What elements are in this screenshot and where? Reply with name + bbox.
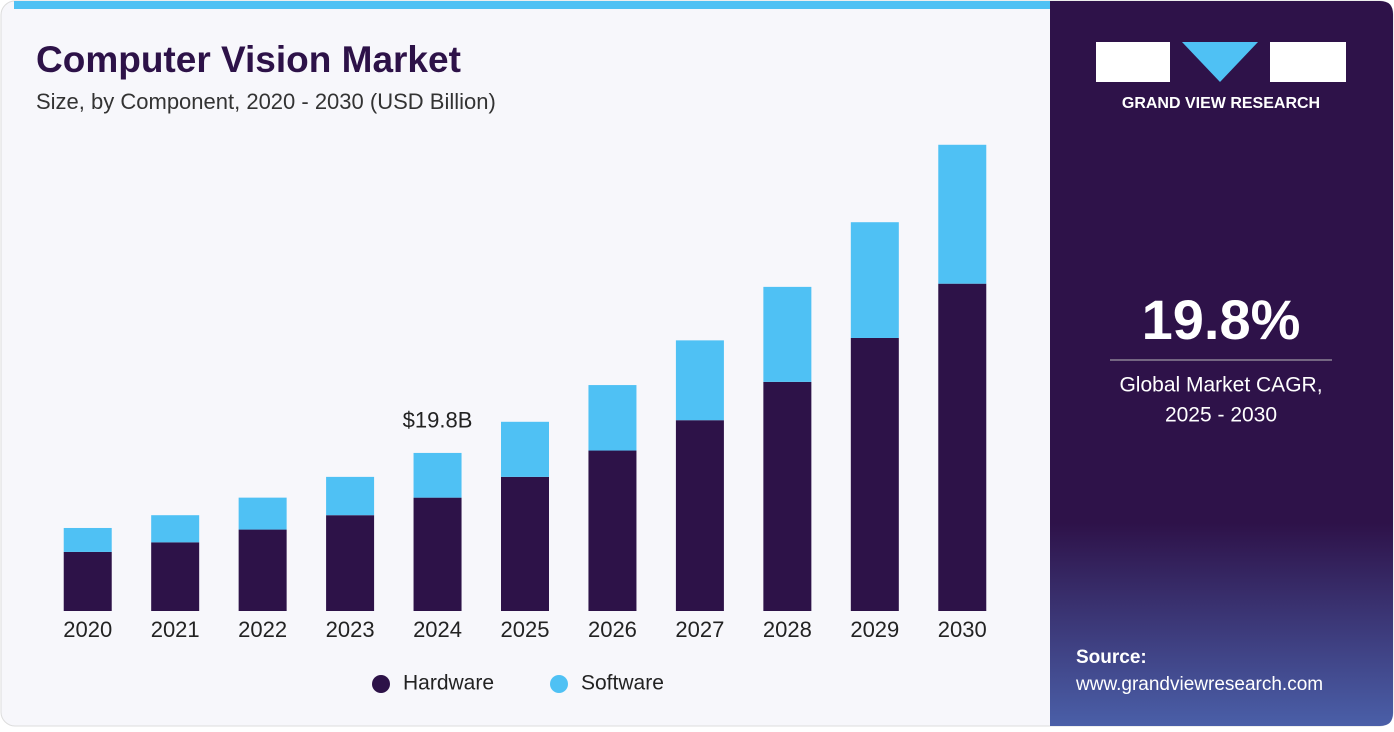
bar-segment xyxy=(238,497,287,530)
bar-segment xyxy=(763,286,812,382)
bar-segment xyxy=(850,222,899,338)
bar-segment xyxy=(675,420,724,611)
bar-segment xyxy=(588,385,637,451)
logo-block xyxy=(1096,42,1170,82)
side-panel xyxy=(1050,1,1393,726)
cagr-label: 2025 - 2030 xyxy=(1165,404,1277,427)
x-tick-label: 2022 xyxy=(238,617,287,642)
logo xyxy=(1096,42,1346,82)
brand: GRAND VIEW RESEARCH xyxy=(1122,95,1320,112)
bar-segment xyxy=(326,515,375,611)
top-strip xyxy=(14,1,1050,9)
bar-segment xyxy=(938,283,987,611)
chart-subtitle: Size, by Component, 2020 - 2030 (USD Bil… xyxy=(36,89,496,114)
legend-label: Software xyxy=(581,672,664,695)
x-tick-label: 2026 xyxy=(588,617,637,642)
x-tick-label: 2030 xyxy=(938,617,987,642)
bar-segment xyxy=(501,476,549,611)
bar-segment xyxy=(413,452,462,498)
x-tick-label: 2029 xyxy=(850,617,899,642)
x-tick-label: 2020 xyxy=(63,617,112,642)
x-tick-label: 2021 xyxy=(151,617,200,642)
x-tick-label: 2025 xyxy=(501,617,550,642)
cagr: 19.8% xyxy=(1142,288,1301,351)
bar-segment xyxy=(850,337,899,611)
bar-segment xyxy=(763,381,812,611)
x-tick-label: 2027 xyxy=(675,617,724,642)
bar-segment xyxy=(588,450,637,611)
x-tick-label: 2023 xyxy=(326,617,375,642)
x-tick-label: 2028 xyxy=(763,617,812,642)
logo-block xyxy=(1270,42,1346,82)
source-url: www.grandviewresearch.com xyxy=(1075,674,1323,695)
bar-segment xyxy=(501,421,549,477)
bar-segment xyxy=(151,515,200,543)
bar-segment xyxy=(413,497,462,611)
legend-marker xyxy=(372,675,390,693)
x-tick-label: 2024 xyxy=(413,617,462,642)
source-label: Source: xyxy=(1076,647,1147,668)
bar-segment xyxy=(675,340,724,421)
bar-segment xyxy=(151,542,200,611)
legend-marker xyxy=(550,675,568,693)
legend-label: Hardware xyxy=(403,672,494,695)
chart-title: Computer Vision Market xyxy=(36,39,461,80)
annotation: $19.8B xyxy=(403,408,473,433)
bar-segment xyxy=(63,551,112,611)
logo-triangle xyxy=(1182,42,1258,82)
bar-segment xyxy=(326,476,375,516)
cagr-label: Global Market CAGR, xyxy=(1119,374,1322,397)
bar-segment xyxy=(63,527,112,552)
bar-segment xyxy=(938,144,987,284)
bar-segment xyxy=(238,529,287,611)
